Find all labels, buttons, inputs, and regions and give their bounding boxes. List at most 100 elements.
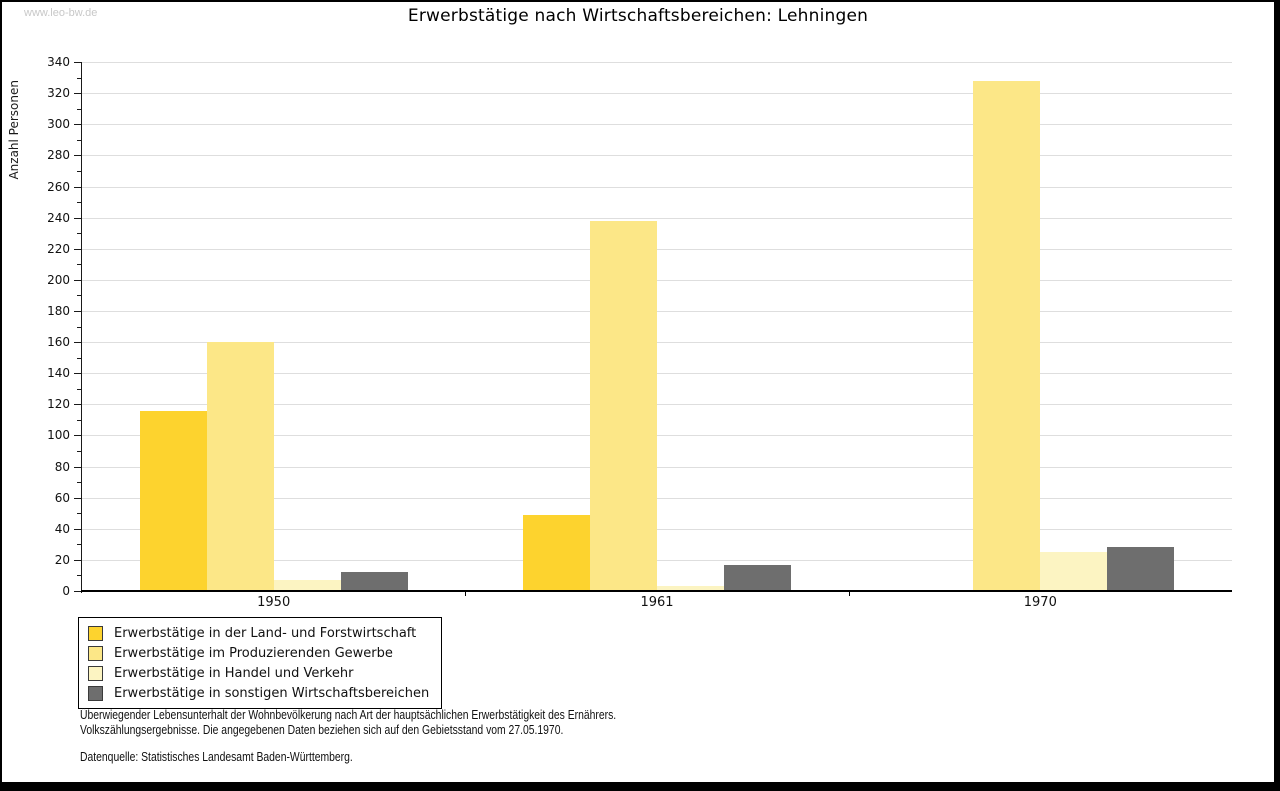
bar	[139, 410, 207, 591]
y-minor-tick	[77, 419, 82, 421]
footnote-line-2: Volkszählungsergebnisse. Die angegebenen…	[80, 722, 564, 737]
footnote-line-1: Überwiegender Lebensunterhalt der Wohnbe…	[80, 708, 617, 722]
y-axis-line	[81, 62, 82, 593]
bar	[657, 586, 724, 591]
y-tick-label: 180	[47, 303, 70, 318]
footnote: Überwiegender Lebensunterhalt der Wohnbe…	[80, 708, 726, 765]
legend-item: Erwerbstätige im Produzierenden Gewerbe	[88, 643, 429, 663]
legend-label: Erwerbstätige im Produzierenden Gewerbe	[114, 645, 393, 661]
y-major-tick	[74, 435, 82, 437]
y-tick-label: 80	[54, 459, 70, 474]
data-source: Datenquelle: Statistisches Landesamt Bad…	[80, 750, 353, 764]
y-tick-label: 60	[54, 490, 70, 505]
legend-swatch	[88, 685, 103, 701]
y-minor-tick	[77, 451, 82, 452]
y-tick-label: 320	[47, 86, 70, 101]
bar	[523, 514, 590, 591]
y-tick-label: 100	[47, 428, 70, 443]
y-tick-label: 260	[47, 179, 70, 194]
y-tick-label: 140	[47, 366, 70, 381]
legend: Erwerbstätige in der Land- und Forstwirt…	[78, 617, 443, 709]
y-minor-tick	[77, 544, 82, 546]
y-minor-tick	[77, 575, 82, 577]
gridline	[82, 62, 1232, 63]
y-major-tick	[74, 591, 82, 592]
y-minor-tick	[77, 233, 82, 235]
y-major-tick	[74, 404, 82, 406]
bar	[1107, 547, 1175, 591]
y-minor-tick	[77, 264, 82, 266]
y-minor-tick	[77, 139, 82, 141]
x-category-label: 1961	[640, 595, 674, 610]
y-major-tick	[74, 62, 82, 63]
y-minor-tick	[77, 326, 82, 328]
y-tick-label: 220	[47, 241, 70, 256]
gridline	[82, 466, 1232, 468]
legend-label: Erwerbstätige in Handel und Verkehr	[114, 665, 354, 681]
gridline	[82, 217, 1232, 219]
y-major-tick	[74, 186, 82, 188]
y-tick-label: 160	[47, 335, 70, 350]
y-major-tick	[74, 217, 82, 219]
x-axis-line	[81, 590, 1232, 592]
y-major-tick	[74, 124, 82, 126]
gridline	[82, 93, 1232, 95]
bar	[724, 564, 791, 591]
gridline	[82, 279, 1232, 281]
x-boundary-tick	[465, 591, 467, 596]
y-major-tick	[74, 93, 82, 95]
gridline	[82, 310, 1232, 312]
y-tick-label: 280	[47, 148, 70, 163]
y-minor-tick	[77, 202, 82, 203]
y-major-tick	[74, 373, 82, 375]
gridline	[82, 186, 1232, 188]
gridline	[82, 248, 1232, 250]
y-minor-tick	[77, 357, 82, 359]
legend-label: Erwerbstätige in der Land- und Forstwirt…	[114, 625, 417, 641]
y-minor-tick	[77, 108, 82, 110]
gridline	[82, 342, 1232, 344]
y-minor-tick	[77, 388, 82, 390]
watermark: www.leo-bw.de	[24, 7, 98, 19]
bar	[340, 572, 408, 591]
chart-title: Erwerbstätige nach Wirtschaftsbereichen:…	[407, 6, 869, 26]
legend-item: Erwerbstätige in sonstigen Wirtschaftsbe…	[88, 683, 429, 703]
x-boundary-tick	[848, 591, 850, 596]
y-tick-label: 200	[47, 272, 70, 287]
bar	[1040, 552, 1108, 591]
y-tick-label: 120	[47, 397, 70, 412]
legend-item: Erwerbstätige in der Land- und Forstwirt…	[88, 623, 429, 643]
bar	[273, 580, 341, 591]
y-major-tick	[74, 559, 82, 561]
gridline	[82, 497, 1232, 499]
y-major-tick	[74, 310, 82, 312]
y-minor-tick	[77, 513, 82, 515]
gridline	[82, 404, 1232, 406]
gridline	[82, 528, 1232, 530]
y-tick-label: 340	[47, 55, 70, 69]
y-axis-title: Anzahl Personen	[7, 80, 21, 180]
x-category-label: 1970	[1023, 595, 1057, 610]
gridline	[82, 155, 1232, 157]
bar	[206, 342, 274, 591]
y-tick-label: 0	[62, 584, 70, 598]
bar	[590, 220, 657, 591]
y-tick-label: 300	[47, 117, 70, 132]
gridline	[82, 559, 1232, 561]
gridline	[82, 124, 1232, 126]
gridline	[82, 435, 1232, 437]
y-minor-tick	[77, 295, 82, 297]
y-tick-label: 240	[47, 210, 70, 225]
y-tick-label: 20	[54, 552, 70, 567]
plot-area: 0 20 40 60 80 100 120 140 160 180 200 220 240 260 280 3…	[47, 55, 1232, 610]
y-major-tick	[74, 528, 82, 530]
y-major-tick	[74, 248, 82, 250]
legend-item: Erwerbstätige in Handel und Verkehr	[88, 663, 429, 683]
y-minor-tick	[77, 77, 82, 79]
y-minor-tick	[77, 482, 82, 484]
y-major-tick	[74, 279, 82, 281]
y-major-tick	[74, 497, 82, 499]
y-tick-label: 40	[54, 521, 70, 536]
gridline	[82, 373, 1232, 375]
